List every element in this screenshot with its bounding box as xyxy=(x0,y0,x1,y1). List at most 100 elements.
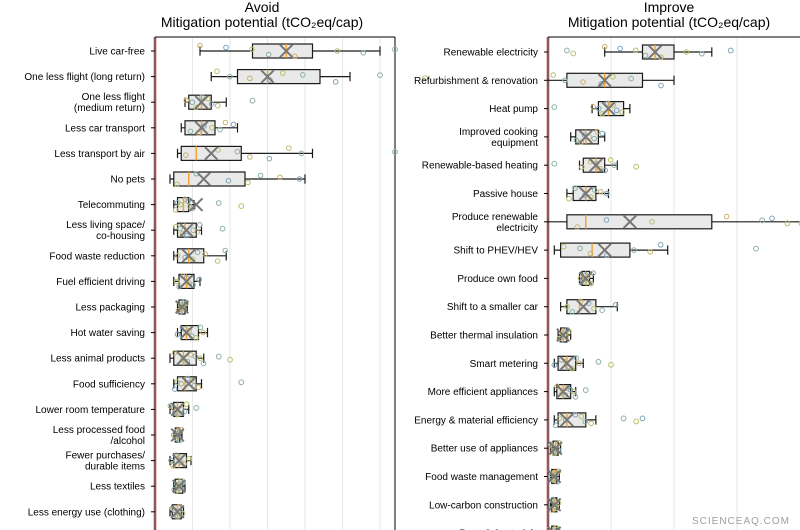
mean-marker xyxy=(556,327,571,343)
data-point xyxy=(598,81,605,87)
avoid-title: Avoid xyxy=(245,0,280,15)
mean-marker xyxy=(578,271,593,286)
outlier-point xyxy=(219,225,226,232)
data-point xyxy=(200,360,207,367)
data-point xyxy=(222,119,229,126)
improve-title: Improve xyxy=(644,0,695,15)
data-point xyxy=(230,121,237,128)
data-point xyxy=(227,73,233,80)
mean-marker xyxy=(622,214,637,229)
data-point xyxy=(578,139,585,145)
data-point xyxy=(193,335,199,341)
category-label: Low-carbon construction xyxy=(429,500,538,511)
data-point xyxy=(178,381,184,387)
category-label: Better thermal insulation xyxy=(430,331,538,342)
mean-marker xyxy=(547,469,562,484)
data-point xyxy=(222,247,228,254)
data-point xyxy=(197,355,204,362)
data-point xyxy=(602,167,609,174)
mean-marker xyxy=(597,73,612,88)
data-point xyxy=(225,177,232,184)
data-point xyxy=(560,243,567,250)
data-point xyxy=(607,157,614,163)
data-point xyxy=(658,82,664,89)
outlier-point xyxy=(193,405,200,411)
mean-marker xyxy=(576,299,591,314)
data-point xyxy=(611,162,617,168)
data-point xyxy=(334,48,341,54)
data-point xyxy=(192,353,199,360)
category-label: Smart metering xyxy=(470,359,538,370)
data-point xyxy=(277,174,283,181)
data-point xyxy=(554,383,560,390)
category-label: Refurbishment & renovation xyxy=(414,76,538,87)
outlier-point xyxy=(227,356,233,363)
mean-marker xyxy=(556,384,571,399)
data-point xyxy=(196,276,202,283)
data-point xyxy=(186,456,192,462)
data-point xyxy=(604,100,611,107)
improve-subtitle: Mitigation potential (tCO₂eq/cap) xyxy=(568,14,770,30)
data-point xyxy=(566,195,572,202)
data-point xyxy=(179,479,186,486)
outlier-point xyxy=(595,358,602,365)
mean-marker xyxy=(547,497,562,512)
data-point xyxy=(576,360,582,367)
mean-marker xyxy=(174,299,190,315)
data-point xyxy=(171,386,178,392)
data-point xyxy=(296,176,303,182)
data-point xyxy=(658,54,664,61)
data-point xyxy=(214,258,221,264)
mean-marker xyxy=(181,376,196,391)
outlier-point xyxy=(639,415,646,422)
data-point xyxy=(578,413,585,420)
data-point xyxy=(628,75,634,82)
data-point xyxy=(603,217,610,223)
category-label: Less packaging xyxy=(76,303,146,314)
data-point xyxy=(209,125,215,131)
data-point xyxy=(603,190,610,197)
mean-marker xyxy=(176,351,191,366)
data-point xyxy=(197,42,203,49)
data-point xyxy=(630,247,637,253)
mean-marker xyxy=(597,243,612,258)
outlier-point xyxy=(564,47,570,54)
category-label: Hot water saving xyxy=(71,328,145,339)
data-point xyxy=(197,324,204,331)
category-label: Fuel efficient driving xyxy=(56,277,145,288)
mean-marker xyxy=(204,146,219,161)
data-point xyxy=(187,128,194,135)
data-point xyxy=(599,130,606,137)
data-point xyxy=(550,528,556,530)
category-label: Energy & material efficiency xyxy=(414,415,538,426)
category-label: Less transport by air xyxy=(54,149,145,160)
data-point xyxy=(588,420,594,427)
mean-marker xyxy=(578,129,593,144)
data-point xyxy=(193,104,199,111)
box xyxy=(251,43,314,59)
data-point xyxy=(183,232,190,239)
outlier-point xyxy=(238,379,245,386)
data-point xyxy=(201,123,207,129)
category-label: Less textiles xyxy=(90,482,145,493)
mean-marker xyxy=(194,95,209,110)
mean-marker xyxy=(171,479,187,494)
outlier-point xyxy=(249,97,256,104)
data-point xyxy=(168,457,174,464)
data-point xyxy=(657,242,664,248)
data-point xyxy=(579,164,585,170)
mean-marker xyxy=(601,101,616,116)
outlier-point xyxy=(215,353,222,360)
outlier-point xyxy=(633,163,640,170)
improve-panel: Improve Mitigation potential (tCO₂eq/cap… xyxy=(414,0,800,530)
data-point xyxy=(170,463,176,469)
mean-marker xyxy=(588,158,603,173)
data-point xyxy=(171,350,178,356)
mean-marker xyxy=(170,504,185,519)
mean-marker xyxy=(194,120,209,135)
avoid-panel: Avoid Mitigation potential (tCO₂eq/cap) … xyxy=(24,0,428,530)
outlier-point xyxy=(582,387,589,394)
mean-marker xyxy=(559,356,574,371)
data-point xyxy=(189,99,196,105)
